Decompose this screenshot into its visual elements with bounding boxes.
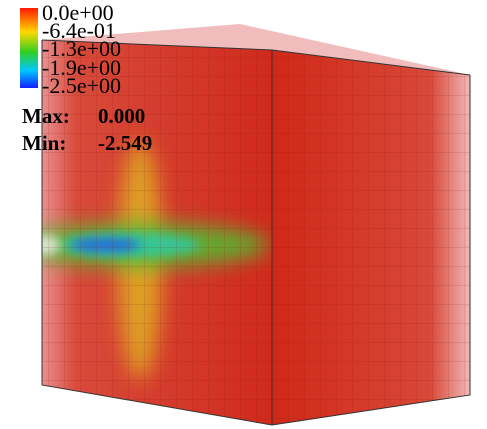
volume-render-view: 0.0e+00 -6.4e-01 -1.3e+00 -1.9e+00 -2.5e… [0, 0, 487, 429]
cube-right-grid [272, 50, 470, 425]
min-value: -2.549 [98, 131, 152, 155]
max-value: 0.000 [98, 104, 145, 128]
max-label: Max: [22, 104, 70, 128]
colorbar [20, 8, 38, 88]
min-label: Min: [22, 131, 66, 155]
colorbar-label: -2.5e+00 [42, 73, 121, 98]
